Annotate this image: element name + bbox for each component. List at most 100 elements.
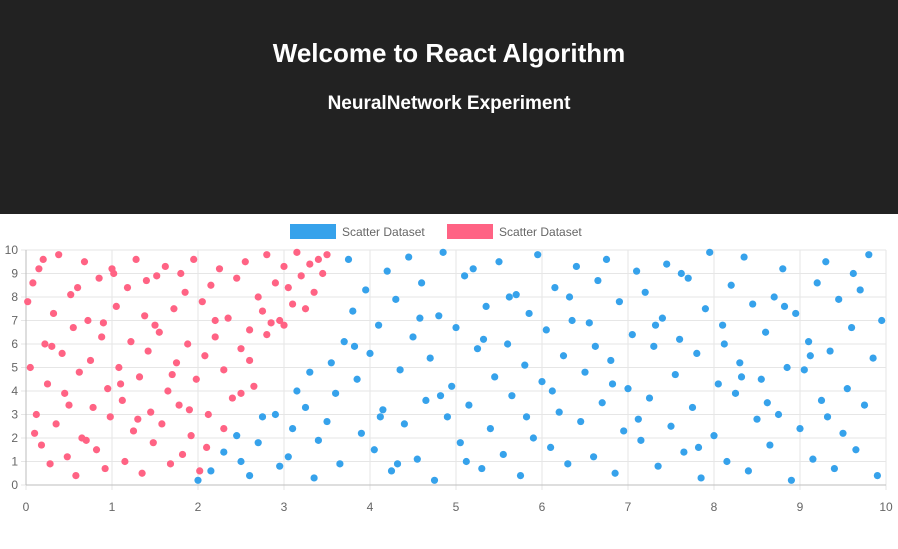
blue-point (504, 340, 512, 348)
blue-point (548, 387, 556, 395)
blue-point (737, 373, 746, 381)
red-point (26, 363, 34, 372)
blue-point (430, 476, 439, 484)
red-point (276, 316, 284, 325)
blue-point (823, 413, 832, 421)
red-point (151, 321, 159, 329)
blue-point (310, 474, 318, 482)
red-point (67, 291, 75, 299)
red-point (30, 429, 39, 437)
blue-point (624, 385, 632, 393)
blue-point (529, 434, 538, 442)
red-point (267, 319, 275, 327)
red-point (172, 359, 181, 367)
blue-point (456, 439, 464, 447)
blue-point (633, 267, 641, 275)
red-point (89, 403, 97, 412)
blue-point (766, 441, 774, 449)
blue-point (336, 460, 344, 468)
red-point (306, 260, 314, 268)
blue-point (676, 335, 684, 343)
blue-point (856, 286, 864, 294)
blue-point (482, 302, 490, 310)
red-point (86, 356, 95, 365)
red-point (69, 323, 77, 332)
blue-point (478, 464, 486, 473)
blue-point (783, 363, 791, 372)
red-point (129, 427, 138, 435)
blue-point (830, 464, 839, 473)
blue-point (594, 276, 602, 285)
blue-point (465, 401, 473, 409)
page-title: Welcome to React Algorithm (272, 38, 626, 68)
y-tick-label: 7 (11, 314, 18, 328)
red-point (293, 248, 301, 256)
blue-point (565, 293, 574, 301)
blue-point (194, 476, 202, 484)
red-point (37, 441, 46, 449)
blue-point (379, 406, 387, 414)
chart-grid (21, 249, 887, 490)
blue-point (598, 399, 606, 407)
red-point (166, 460, 175, 468)
chart-points (24, 248, 886, 484)
red-point (121, 457, 129, 466)
blue-point (865, 251, 873, 259)
blue-point (306, 368, 314, 376)
red-point (134, 415, 142, 423)
blue-point (555, 408, 563, 416)
blue-point (822, 258, 830, 266)
red-point (301, 305, 310, 313)
red-point (65, 401, 73, 409)
red-point (55, 251, 63, 259)
blue-point (693, 349, 701, 357)
blue-point (393, 460, 402, 468)
blue-point (301, 403, 310, 412)
red-point (101, 464, 109, 473)
blue-point (878, 316, 886, 325)
y-tick-label: 9 (11, 267, 18, 281)
blue-point (634, 415, 642, 423)
blue-point (547, 443, 555, 451)
red-point (127, 338, 135, 346)
legend-label-1: Scatter Dataset (342, 225, 425, 239)
red-point (24, 298, 32, 306)
blue-point (376, 413, 384, 421)
red-point (99, 319, 107, 327)
red-point (153, 272, 161, 280)
red-point (190, 255, 198, 263)
blue-point (694, 443, 703, 451)
blue-point (462, 457, 470, 466)
blue-point (254, 439, 262, 447)
blue-point (220, 448, 228, 456)
red-point (43, 380, 52, 388)
y-tick-label: 0 (11, 478, 18, 492)
red-point (224, 314, 232, 322)
blue-point (806, 352, 814, 360)
blue-point (499, 450, 507, 459)
blue-point (271, 410, 279, 419)
red-point (112, 302, 120, 310)
blue-point (538, 378, 546, 386)
blue-point (577, 417, 585, 426)
x-tick-label: 0 (23, 500, 30, 514)
blue-point (787, 476, 796, 484)
red-point (82, 436, 90, 444)
red-point (310, 288, 318, 296)
blue-point (332, 389, 340, 397)
red-point (52, 420, 60, 428)
red-point (29, 279, 37, 287)
red-point (184, 340, 192, 348)
red-point (80, 258, 89, 266)
blue-point (436, 392, 445, 400)
red-point (220, 366, 228, 374)
red-point (39, 255, 47, 263)
blue-point (572, 262, 581, 271)
blue-point (293, 387, 301, 395)
blue-point (426, 354, 434, 362)
blue-point (416, 314, 424, 322)
red-point (72, 472, 80, 480)
red-point (142, 276, 150, 285)
blue-point (349, 307, 357, 315)
blue-point (289, 425, 297, 433)
